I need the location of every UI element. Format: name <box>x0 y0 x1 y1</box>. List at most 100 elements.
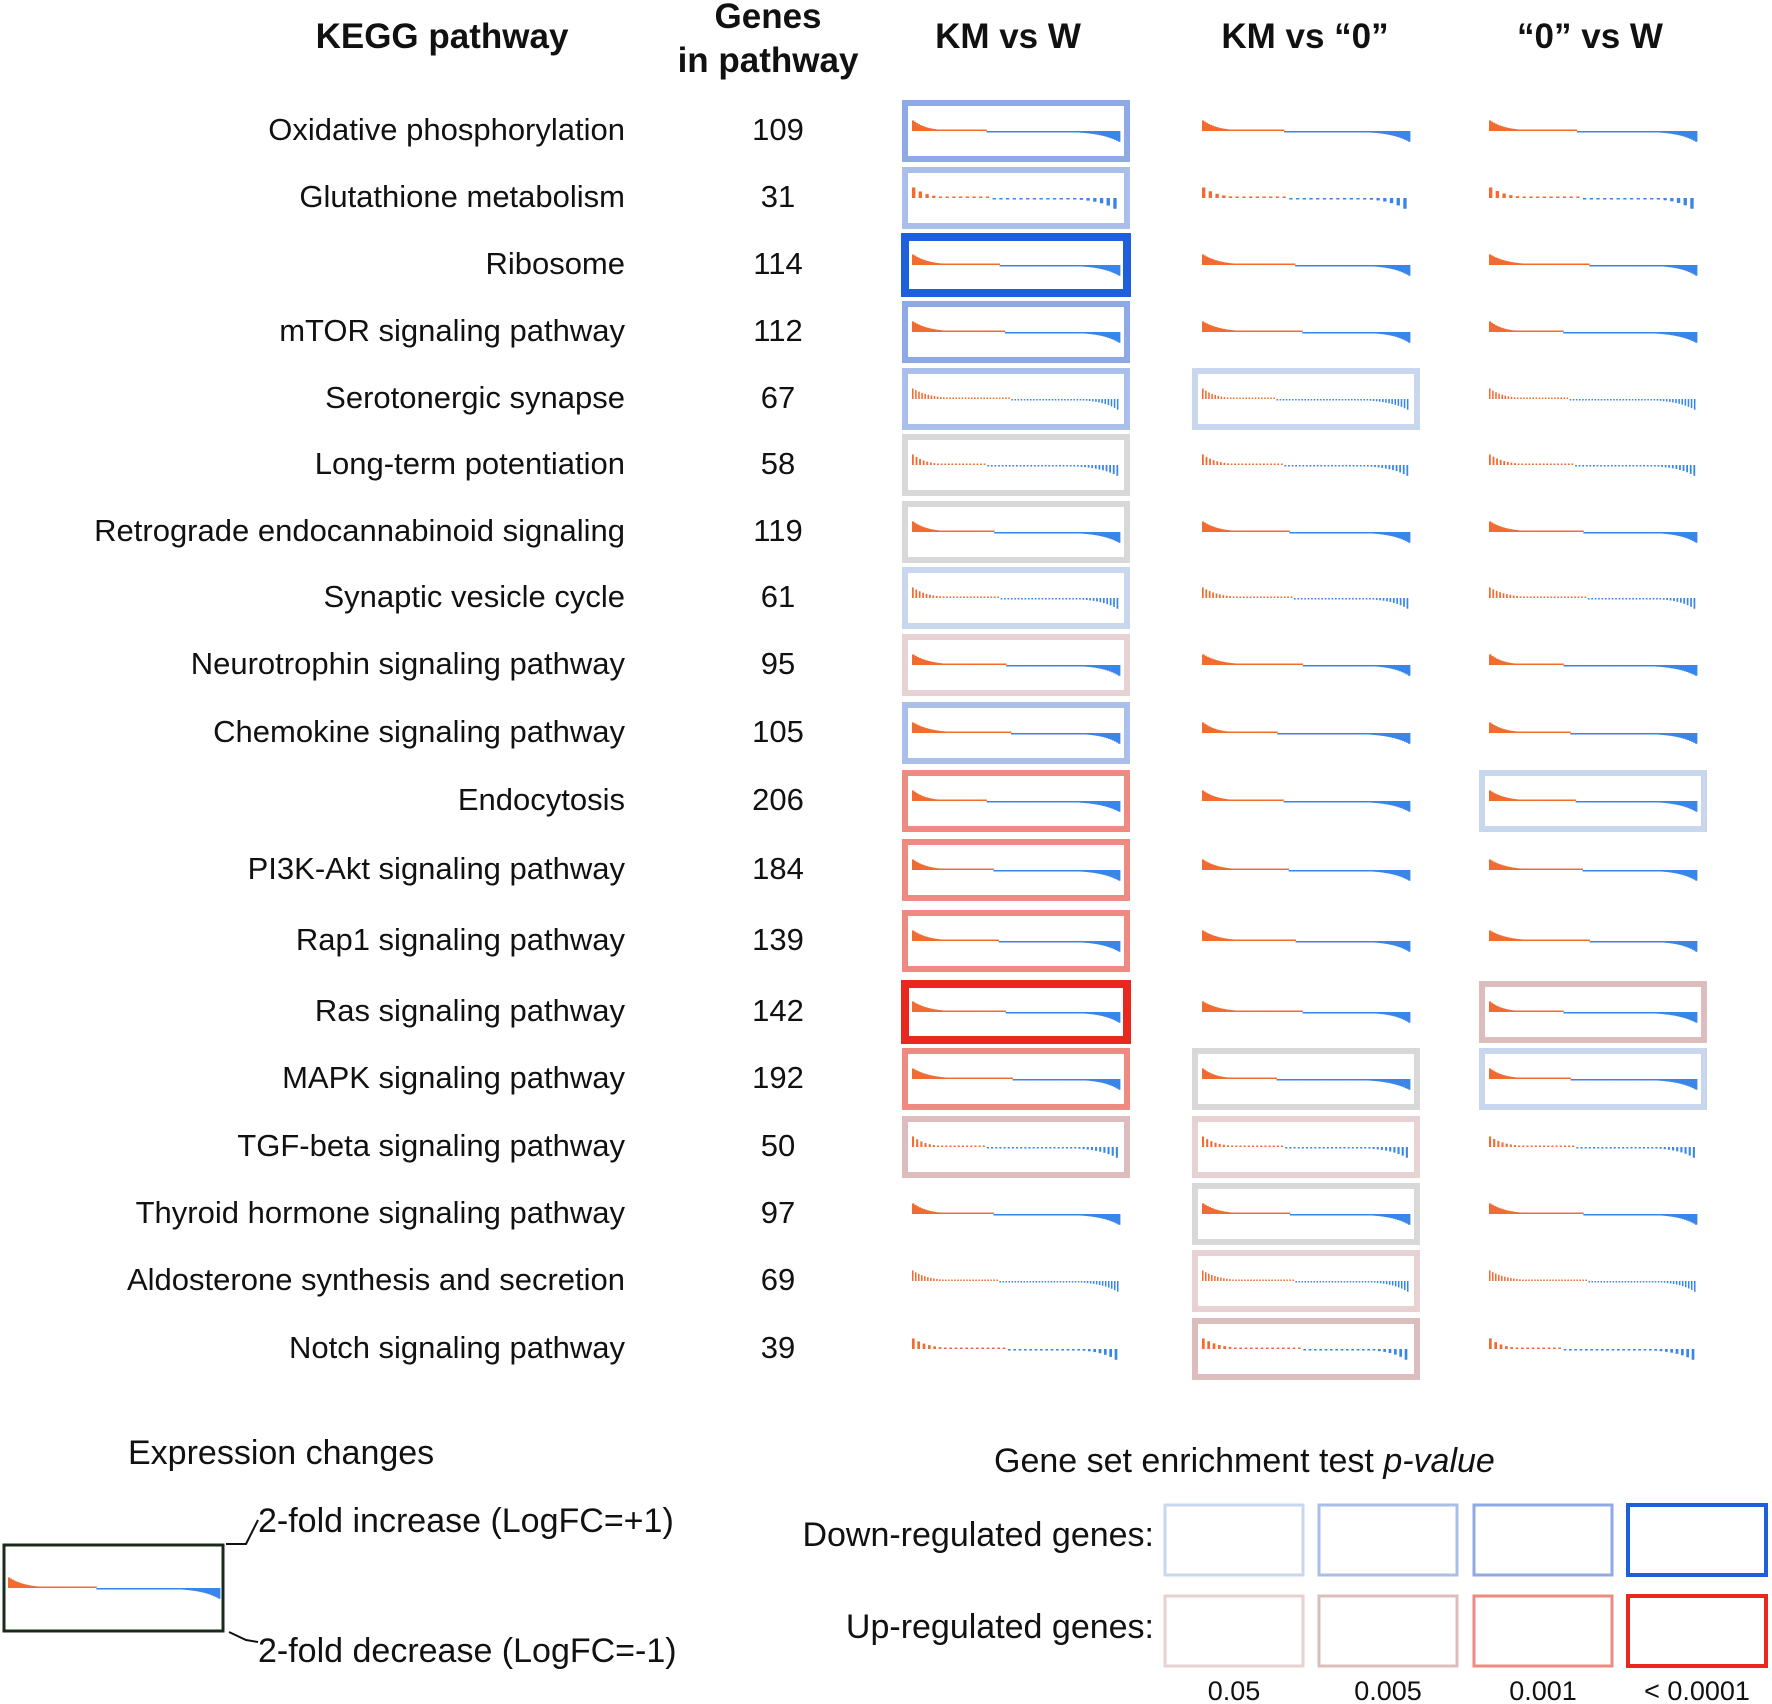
profile-bar <box>1561 799 1564 801</box>
profile-bar <box>1111 665 1114 673</box>
profile-bar <box>1539 868 1542 870</box>
profile-bar <box>1693 532 1696 542</box>
profile-bar <box>1638 399 1640 401</box>
header-km-vs-w: KM vs W <box>935 17 1081 56</box>
profile-bar <box>1495 590 1498 598</box>
profile-bar <box>1026 941 1029 943</box>
profile-bar <box>1214 527 1217 532</box>
profile-bar <box>1370 1012 1373 1014</box>
profile-bar <box>1601 1147 1604 1149</box>
profile-bar <box>1276 799 1279 801</box>
profile-bar <box>1322 733 1326 735</box>
profile-bar <box>1205 122 1209 131</box>
profile-bar <box>1267 868 1270 870</box>
profile-bar <box>1340 941 1343 943</box>
profile-bar <box>1572 332 1575 334</box>
profile-bar <box>1284 263 1287 265</box>
profile-bar <box>1677 801 1681 806</box>
profile-bar <box>1073 198 1077 200</box>
profile-bar <box>1208 657 1212 665</box>
profile-bar <box>1614 265 1618 267</box>
profile-bar <box>948 939 951 941</box>
profile-bar <box>1028 1079 1031 1081</box>
profile-bar <box>1382 870 1385 873</box>
profile-bar <box>1326 870 1329 872</box>
profile-bar <box>936 1145 940 1147</box>
profile-bar <box>1555 129 1559 131</box>
profile-bar <box>1335 332 1338 334</box>
profile-bar <box>1287 663 1290 665</box>
profile-bar <box>1026 131 1029 133</box>
profile-bar <box>1656 399 1659 401</box>
profile-bar <box>1356 1079 1359 1081</box>
profile-bar <box>1658 532 1661 534</box>
profile-bar <box>1006 532 1009 534</box>
profile-bar <box>1674 941 1677 945</box>
profile-bar <box>1047 131 1050 133</box>
profile-bar <box>1655 941 1658 943</box>
profile-bar <box>1688 665 1691 673</box>
profile-bar <box>1100 532 1103 537</box>
profile-bar <box>1256 663 1260 665</box>
profile-bar <box>1385 131 1388 135</box>
profile-bar <box>1116 1012 1119 1022</box>
profile-bar <box>1357 265 1360 267</box>
profile-bar <box>1630 131 1633 133</box>
profile-bar <box>1345 465 1348 467</box>
profile-bar <box>1521 799 1525 801</box>
profile-bar <box>1646 665 1650 667</box>
profile-bar <box>1074 131 1077 133</box>
profile-bar <box>986 1147 989 1149</box>
profile-bar <box>1107 941 1110 948</box>
profile-bar <box>1098 399 1100 403</box>
profile-bar <box>956 330 959 332</box>
profile-bar <box>960 868 963 870</box>
profile-bar <box>1274 1212 1278 1214</box>
profile-bar <box>939 530 943 532</box>
profile-bar <box>1076 733 1079 735</box>
profile-bar <box>1028 941 1031 943</box>
profile-bar <box>1369 532 1372 534</box>
profile-bar <box>1587 332 1590 334</box>
profile-bar <box>1574 530 1577 532</box>
profile-bar <box>1280 799 1283 801</box>
profile-bar <box>967 868 970 870</box>
profile-bar <box>949 330 952 332</box>
profile-bar <box>915 323 918 332</box>
profile-bar <box>993 1214 997 1216</box>
profile-bar <box>1532 263 1536 265</box>
profile-bar <box>1028 1012 1031 1014</box>
profile-bar <box>965 330 969 332</box>
profile-bar <box>1104 131 1108 137</box>
profile-bar <box>931 798 934 801</box>
profile-bar <box>1360 1214 1364 1216</box>
profile-bar <box>1326 1214 1329 1216</box>
profile-bar <box>1686 665 1689 673</box>
profile-bar <box>1009 532 1013 534</box>
profile-bar <box>1050 1079 1053 1081</box>
profile-bar <box>927 660 930 665</box>
profile-bar <box>929 661 933 665</box>
profile-bar <box>1306 131 1310 133</box>
profile-bar <box>950 868 953 870</box>
profile-bar <box>1652 332 1655 334</box>
profile-bar <box>1090 1012 1093 1015</box>
pathway-row-oxidative-phosphorylation: Oxidative phosphorylation 109 <box>268 100 1698 162</box>
profile-bar <box>1085 265 1088 267</box>
profile-bar <box>1645 1079 1648 1081</box>
profile-bar <box>1395 332 1398 337</box>
profile-bar <box>922 259 926 265</box>
profile-bar <box>1370 870 1373 872</box>
profile-bar <box>1313 532 1317 534</box>
profile-bar <box>925 1074 928 1079</box>
profile-bar <box>1603 941 1606 943</box>
profile-bar <box>1254 868 1257 870</box>
profile-bar <box>1620 941 1623 943</box>
profile-bar <box>1499 1007 1502 1012</box>
profile-bar <box>1274 663 1277 665</box>
profile-bar <box>1683 1012 1686 1018</box>
profile-bar <box>954 1212 958 1214</box>
profile-bar <box>1597 131 1601 133</box>
profile-bar <box>1007 870 1010 872</box>
profile-bar <box>1226 1009 1229 1012</box>
